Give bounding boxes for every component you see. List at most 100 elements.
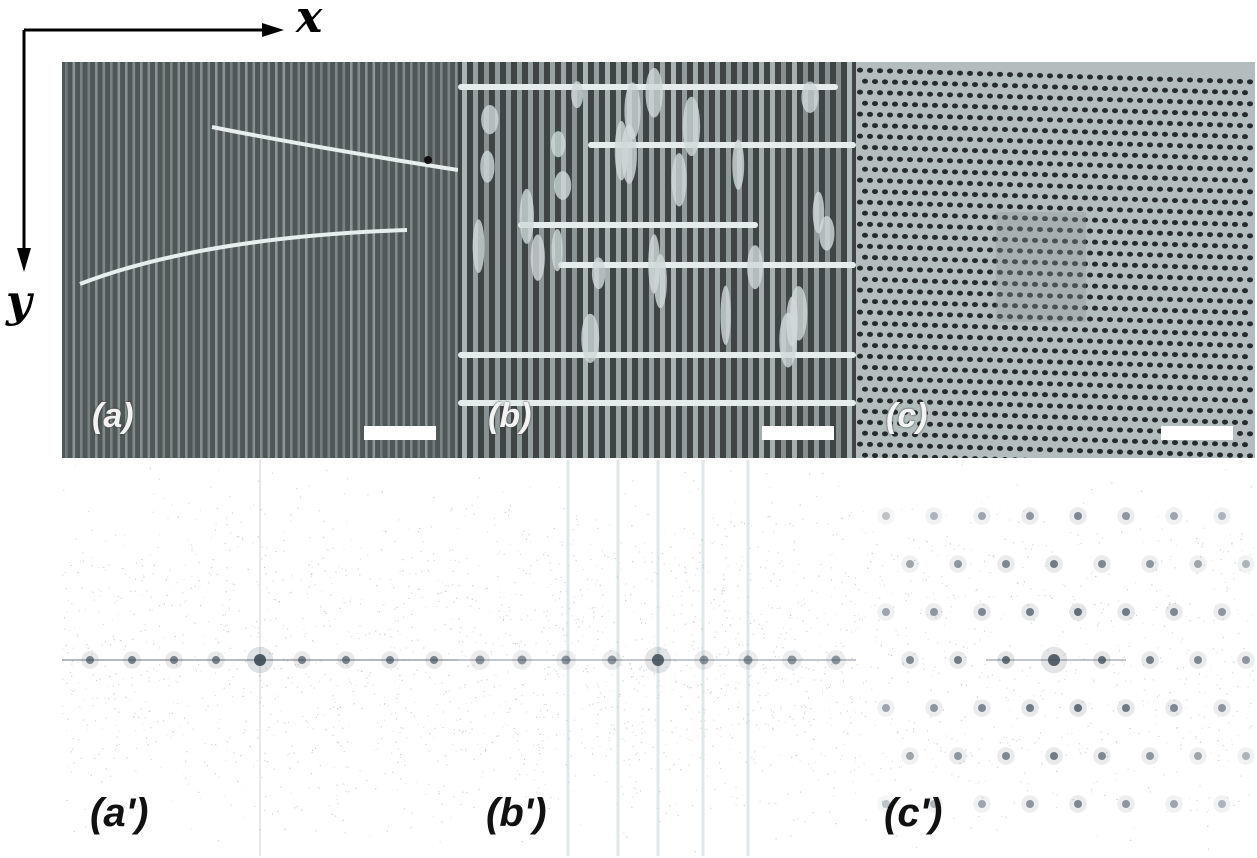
lattice-hole [1012,325,1018,331]
noise-dot [503,618,505,620]
lattice-hole [967,246,973,252]
noise-dot [502,726,504,728]
noise-dot [365,634,367,636]
noise-dot [276,593,278,595]
noise-dot [297,664,299,666]
noise-dot [611,706,613,708]
noise-dot [803,598,805,600]
lattice-hole [1157,120,1163,126]
noise-dot [62,574,64,576]
noise-dot [867,567,869,569]
noise-dot [777,719,780,722]
noise-dot [689,490,691,492]
noise-dot [404,761,406,763]
fft-panel-a-prime: (a') [62,460,458,856]
noise-dot [573,596,575,598]
noise-dot [688,650,690,652]
noise-dot [1003,737,1005,739]
lattice-hole [1082,327,1088,333]
noise-dot [793,673,795,675]
noise-dot [618,695,620,697]
lattice-hole [862,78,868,84]
lattice-hole [907,355,913,361]
noise-dot [692,648,695,650]
lattice-hole [952,455,958,458]
lattice-hole [1032,105,1038,111]
lattice-hole [1212,265,1218,271]
lattice-hole [887,222,893,228]
noise-dot [577,520,579,522]
lattice-hole [1132,306,1138,312]
lattice-hole [1207,210,1213,216]
noise-dot [791,756,793,758]
noise-dot [925,579,927,581]
noise-dot [855,711,856,713]
lattice-hole [1017,182,1023,188]
noise-dot [166,734,168,736]
lattice-hole [1242,442,1248,448]
noise-dot [738,682,740,684]
lattice-hole [1182,154,1188,160]
noise-dot [257,584,259,586]
noise-dot [228,679,230,681]
noise-dot [447,585,449,587]
noise-dot [626,727,628,729]
lattice-hole [902,431,908,437]
lattice-hole [1062,128,1068,134]
noise-dot [654,653,656,655]
lattice-hole [882,387,888,393]
lattice-hole [1017,204,1023,210]
lattice-hole [1022,303,1028,309]
lattice-hole [1212,111,1218,117]
noise-dot [714,631,716,633]
lattice-hole [1092,129,1098,135]
noise-dot [1058,635,1060,637]
noise-dot [420,569,422,571]
vertical-stripe [737,62,742,458]
noise-dot [743,804,745,807]
noise-dot [577,570,579,572]
noise-dot [974,643,976,645]
noise-dot [543,703,545,705]
noise-dot [1030,588,1032,590]
noise-dot [1176,668,1178,670]
panel-label-c: (c) [886,397,928,435]
noise-dot [742,644,744,646]
lattice-hole [1087,118,1093,124]
lattice-hole [1112,416,1118,422]
noise-dot [397,748,399,750]
lattice-hole [962,323,968,329]
lattice-hole [1102,261,1108,267]
noise-dot [391,713,393,715]
lattice-hole [887,134,893,140]
noise-dot [195,553,197,555]
noise-dot [1238,632,1240,635]
noise-dot [74,464,76,466]
noise-dot [1107,733,1109,735]
lattice-hole [942,433,948,439]
lattice-hole [862,232,868,238]
noise-dot [1243,647,1245,649]
noise-dot [262,647,264,649]
noise-dot [265,667,267,669]
noise-dot [296,686,299,688]
lattice-hole [1052,238,1058,244]
noise-dot [244,650,246,652]
lattice-hole [912,454,918,458]
noise-dot [581,621,583,623]
diffraction-peak [1194,752,1202,760]
noise-dot [318,510,320,512]
noise-dot [750,573,752,575]
lattice-hole [1032,413,1038,419]
lattice-hole [1172,440,1178,446]
lattice-hole [1077,294,1083,300]
noise-dot [509,543,512,545]
noise-dot [991,763,993,765]
noise-dot [243,688,245,690]
noise-dot [70,751,72,753]
vertical-stripe [770,62,775,458]
noise-dot [556,673,558,675]
noise-dot [1212,648,1214,650]
noise-dot [594,645,596,647]
noise-dot [605,755,607,757]
